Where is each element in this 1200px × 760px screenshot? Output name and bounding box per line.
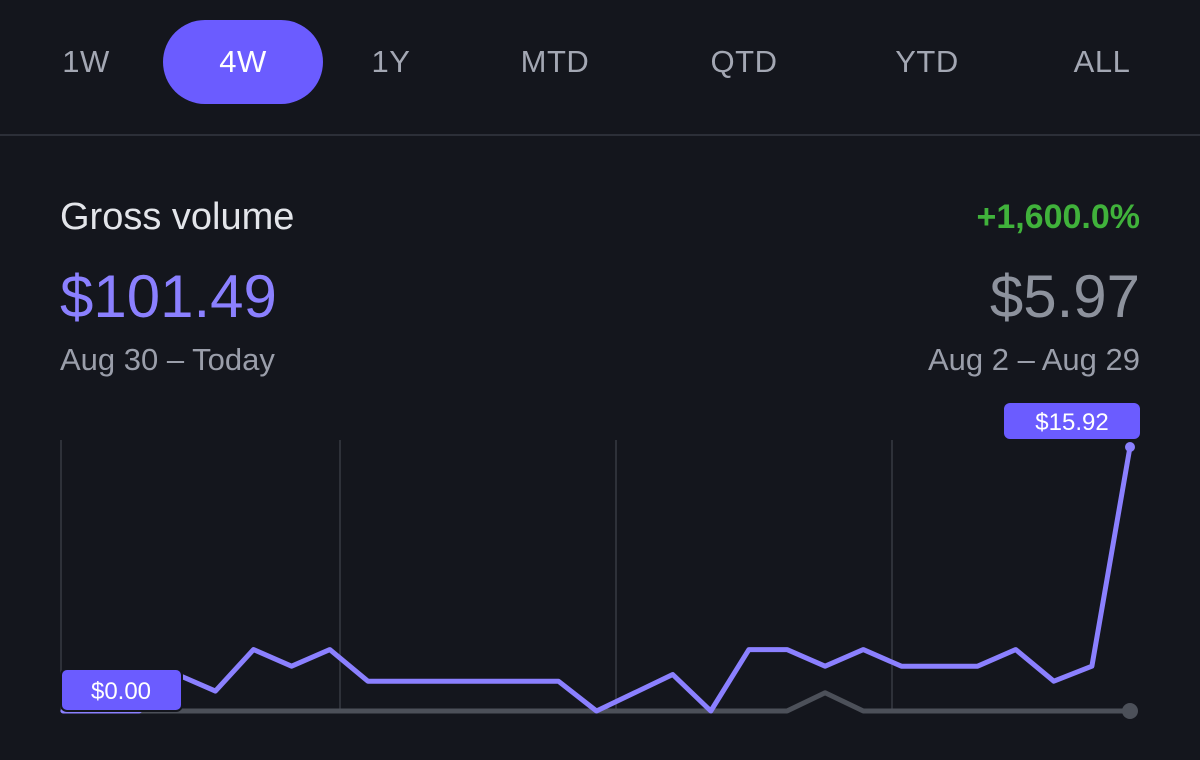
tab-4w[interactable]: 4W [163,20,323,104]
previous-end-point [1122,703,1138,719]
current-end-point [1125,442,1135,452]
tab-all[interactable]: ALL [1073,44,1131,79]
metric-title: Gross volume [60,196,295,238]
current-period-line [60,444,1133,714]
tab-1w[interactable]: 1W [62,44,110,79]
previous-period-range: Aug 2 – Aug 29 [927,342,1140,377]
previous-period-value: $5.97 [989,263,1140,330]
max-label-bg [1004,403,1140,439]
tab-mtd[interactable]: MTD [520,44,590,79]
time-range-tabs: 1W 4W 1Y MTD QTD YTD ALL [0,0,1200,136]
tab-qtd[interactable]: QTD [710,44,778,79]
chart-gridlines [60,440,893,712]
max-value-label: $15.92 [1004,403,1140,439]
tabs-divider [0,134,1200,136]
min-value-label: $0.00 [60,668,183,712]
current-period-value: $101.49 [60,263,277,330]
tab-1y[interactable]: 1Y [371,44,411,79]
max-label-text: $15.92 [1035,409,1108,436]
tab-ytd[interactable]: YTD [895,44,959,79]
min-label-text: $0.00 [91,678,151,705]
current-period-range: Aug 30 – Today [60,342,275,377]
percent-change: +1,600.0% [976,198,1140,236]
min-label-bg [60,668,183,712]
